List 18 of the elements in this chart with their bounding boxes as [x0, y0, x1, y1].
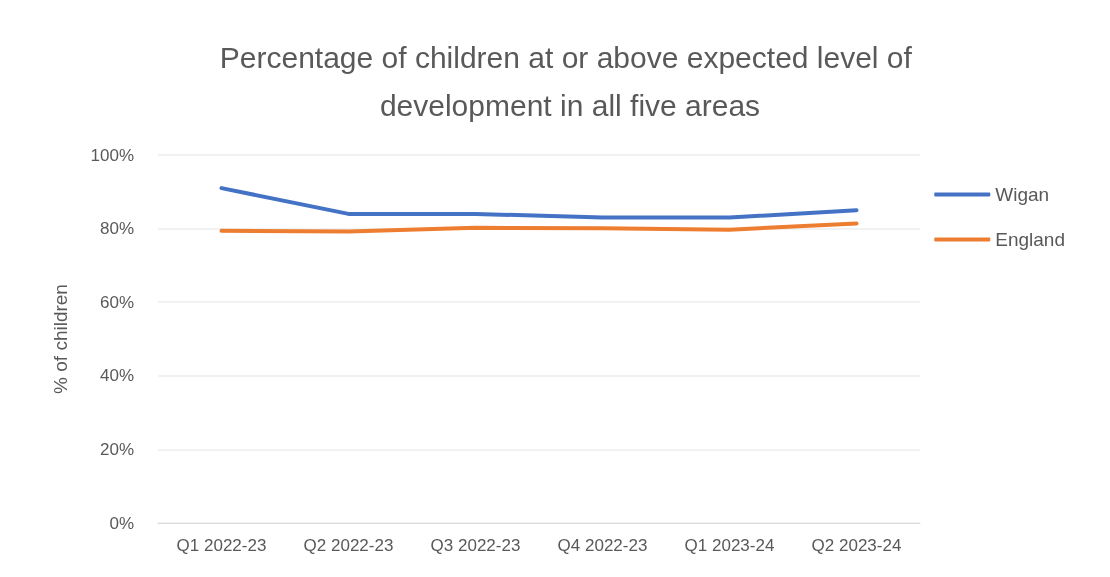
y-tick-label: 60% — [99, 292, 134, 312]
y-tick-label: 80% — [99, 219, 134, 239]
legend-label: England — [995, 229, 1066, 250]
y-tick-label: 20% — [99, 439, 134, 459]
legend-label: Wigan — [995, 184, 1050, 205]
chart-title: Percentage of children at or above expected level of development in all five areas — [219, 40, 921, 122]
x-tick-label: Q1 2023-24 — [684, 536, 775, 555]
x-tick-label: Q2 2022-23 — [303, 536, 394, 555]
y-axis-title: % of children — [50, 284, 71, 394]
line-series — [219, 221, 859, 234]
x-tick-label: Q3 2022-23 — [430, 536, 521, 555]
y-tick-label: 40% — [99, 366, 134, 386]
x-tick-label: Q2 2023-24 — [811, 536, 902, 555]
y-tick-label: 0% — [109, 513, 134, 533]
x-tick-label: Q4 2022-23 — [557, 536, 648, 555]
line-series — [219, 186, 859, 220]
y-tick-label: 100% — [90, 145, 134, 165]
x-tick-label: Q1 2022-23 — [176, 536, 267, 555]
